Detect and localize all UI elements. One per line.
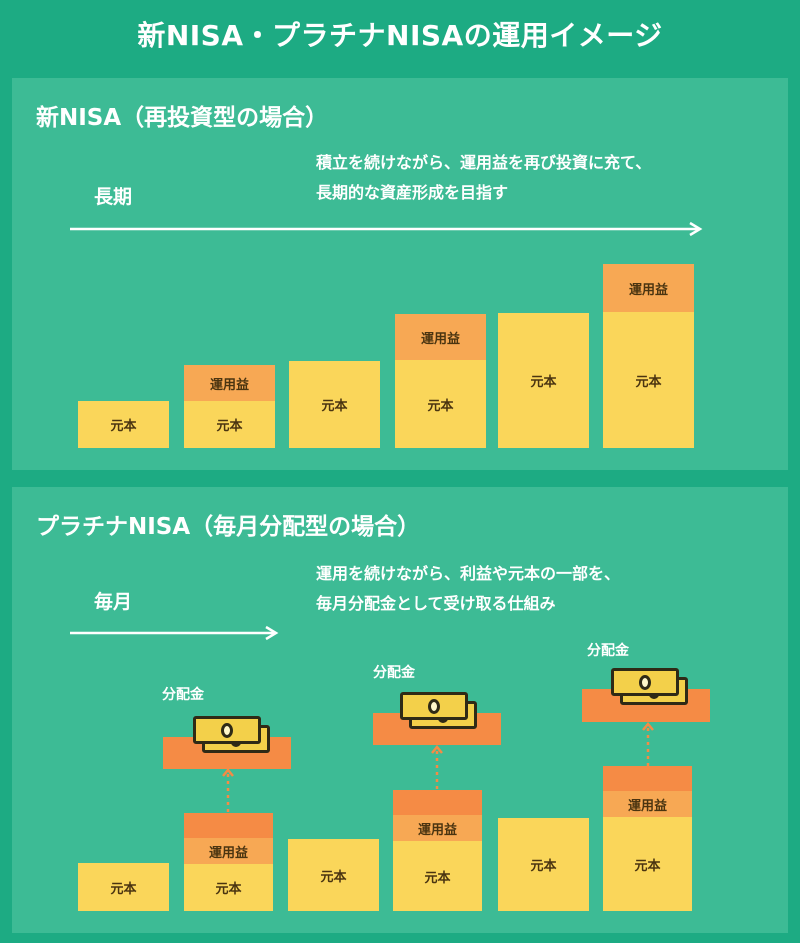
dist-bar6-gain: 運用益 <box>603 791 692 817</box>
monthly-right-arrow-icon <box>70 625 279 641</box>
bar6-gain: 運用益 <box>603 264 694 312</box>
bar4-gain: 運用益 <box>395 314 486 360</box>
dist-bar2-distribution-label: 分配金 <box>162 687 204 703</box>
dist-bar4-principal: 元本 <box>393 841 482 911</box>
reinvestment-panel: 新NISA（再投資型の場合） 長期 積立を続けながら、運用益を再び投資に充て、 … <box>12 78 788 470</box>
section2-description-line-2: 毎月分配金として受け取る仕組み <box>316 594 556 613</box>
dist-bar6-distributed-part <box>603 766 692 791</box>
section1-heading: 新NISA（再投資型の場合） <box>36 105 329 131</box>
dist-bar6-principal: 元本 <box>603 817 692 911</box>
section1-description-line-2: 長期的な資産形成を目指す <box>316 183 509 202</box>
bar2-principal: 元本 <box>184 401 275 448</box>
dist-bar2-dotted-up-arrow-icon <box>222 768 234 814</box>
bar2-gain: 運用益 <box>184 365 275 401</box>
dist-bar4-distribution-label: 分配金 <box>373 665 415 681</box>
dist-bar4-gain: 運用益 <box>393 815 482 841</box>
section2-period-label: 毎月 <box>94 591 133 613</box>
dist-bar6-money-bill-front <box>611 668 679 696</box>
bar3-principal: 元本 <box>289 361 380 448</box>
dist-bar2-distributed-part <box>184 813 273 838</box>
dist-bar1-principal: 元本 <box>78 863 169 911</box>
section1-description: 積立を続けながら、運用益を再び投資に充て、 長期的な資産形成を目指す <box>316 148 781 208</box>
bar1-principal: 元本 <box>78 401 169 448</box>
dist-bar4-dotted-up-arrow-icon <box>431 745 443 791</box>
dist-bar2-gain: 運用益 <box>184 838 273 864</box>
bar6-principal: 元本 <box>603 312 694 448</box>
page-title: 新NISA・プラチナNISAの運用イメージ <box>137 19 663 52</box>
dist-bar2-money-bill-front <box>193 716 261 744</box>
dist-bar3-principal: 元本 <box>288 839 379 911</box>
dist-bar2-principal: 元本 <box>184 864 273 911</box>
bar4-principal: 元本 <box>395 360 486 448</box>
dist-bar5-principal: 元本 <box>498 818 589 911</box>
section2-heading: プラチナNISA（毎月分配型の場合） <box>36 514 421 540</box>
dist-bar6-dotted-up-arrow-icon <box>642 722 654 767</box>
section2-description: 運用を続けながら、利益や元本の一部を、 毎月分配金として受け取る仕組み <box>316 559 781 619</box>
section1-description-line-1: 積立を続けながら、運用益を再び投資に充て、 <box>316 153 652 172</box>
section2-description-line-1: 運用を続けながら、利益や元本の一部を、 <box>316 564 621 583</box>
dist-bar4-money-bill-front <box>400 692 468 720</box>
dist-bar6-distribution-label: 分配金 <box>587 643 629 659</box>
monthly-distribution-panel: プラチナNISA（毎月分配型の場合） 毎月 運用を続けながら、利益や元本の一部を… <box>12 487 788 933</box>
bar5-principal: 元本 <box>498 313 589 448</box>
section1-period-label: 長期 <box>94 186 133 208</box>
dist-bar4-distributed-part <box>393 790 482 815</box>
long-term-right-arrow-icon <box>70 221 703 237</box>
